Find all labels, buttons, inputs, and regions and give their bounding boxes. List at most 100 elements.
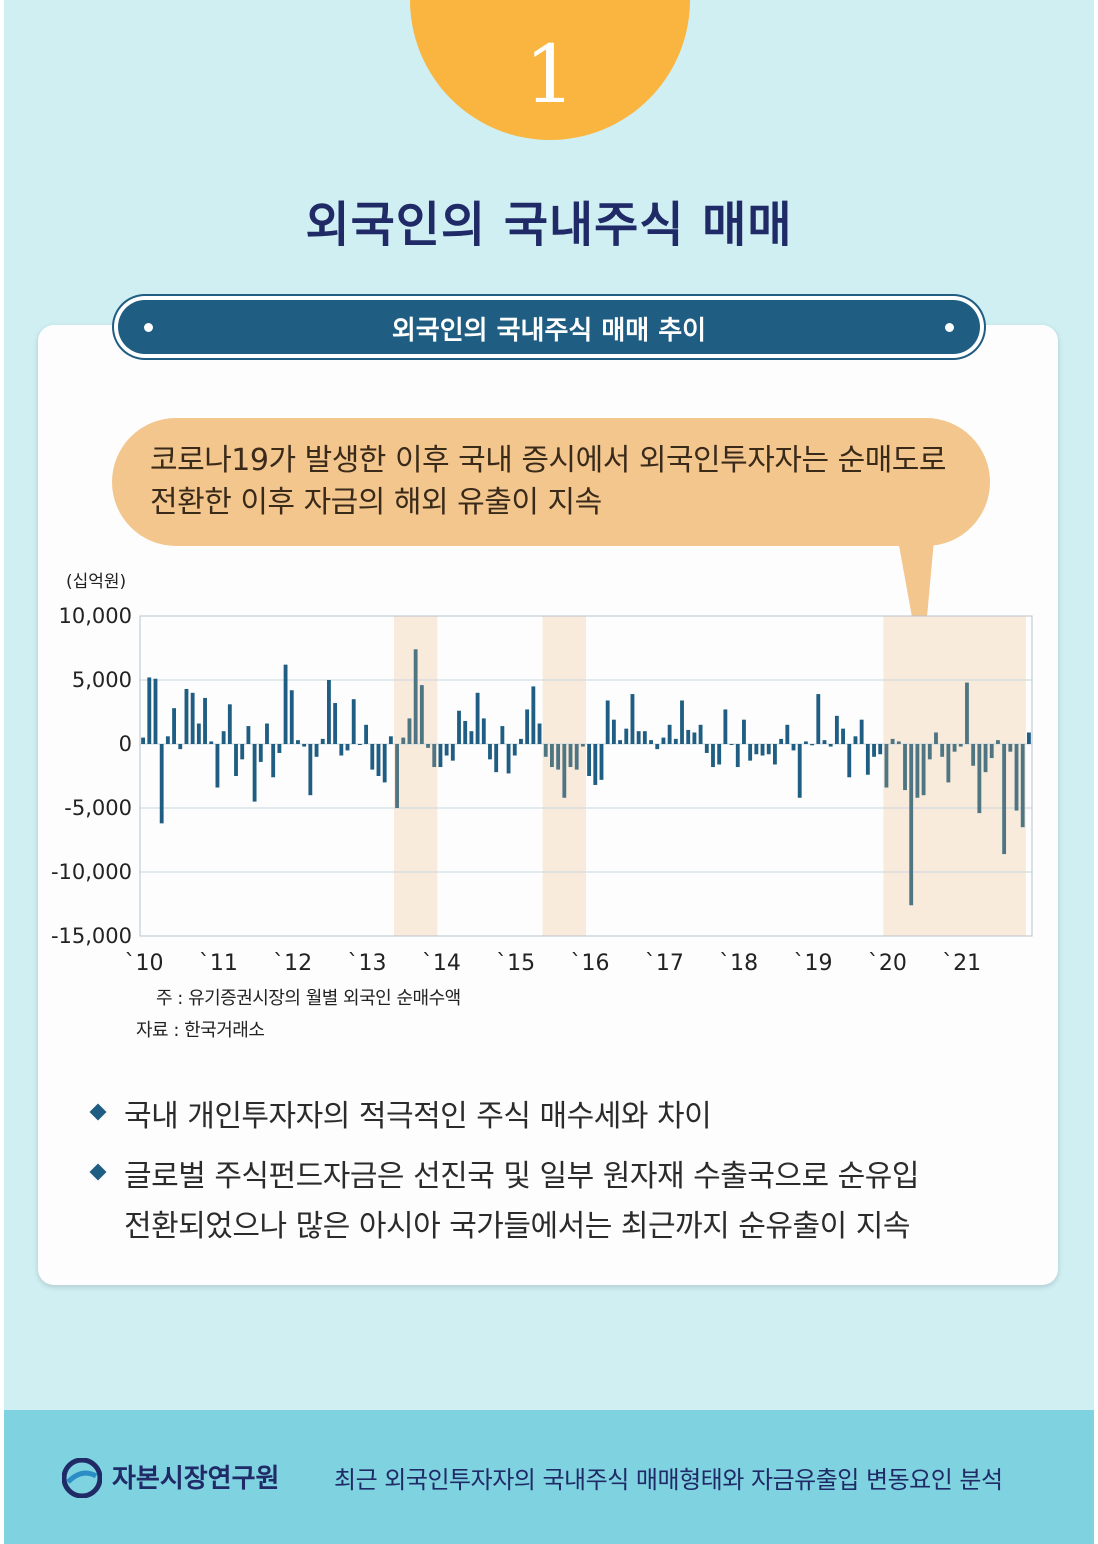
bar: [153, 678, 158, 744]
bar: [438, 744, 443, 768]
bar: [896, 741, 901, 744]
bar: [655, 744, 660, 750]
bar: [506, 744, 511, 774]
bar: [382, 744, 387, 783]
bar: [983, 744, 988, 773]
bar: [172, 708, 176, 744]
bar: [940, 744, 945, 757]
bar: [512, 744, 517, 756]
bar: [221, 731, 226, 744]
bar: [599, 744, 604, 780]
callout-line-1: 코로나19가 발생한 이후 국내 증시에서 외국인투자자는 순매도로: [150, 443, 947, 478]
section-number: 1: [524, 28, 576, 121]
bar: [1008, 744, 1013, 752]
banner-dot-left: [144, 323, 153, 332]
bar: [469, 731, 474, 744]
bar: [785, 724, 790, 744]
bar: [680, 700, 684, 744]
bar: [605, 700, 610, 744]
bullet-text-1: 국내 개인투자자의 적극적인 주식 매수세와 차이: [124, 1092, 944, 1142]
bar: [395, 744, 399, 808]
bar: [463, 720, 468, 744]
chart-title-banner: 외국인의 국내주식 매매 추이: [118, 300, 980, 354]
bar: [159, 744, 164, 824]
bar: [692, 732, 697, 744]
bar: [965, 682, 969, 744]
y-tick-label: -5,000: [64, 796, 132, 820]
bar: [184, 688, 189, 744]
bar: [426, 744, 430, 748]
bar: [729, 744, 734, 745]
bar: [927, 744, 932, 760]
bar: [246, 726, 251, 744]
bar: [580, 744, 585, 747]
bar: [357, 744, 362, 745]
bar: [450, 744, 455, 761]
bar: [810, 744, 815, 746]
x-tick-label: `11: [199, 951, 238, 976]
x-axis-ticks: `10 `11 `12 `13 `14 `15 `16 `17 `18 `19 `20 `21: [125, 951, 982, 976]
bar: [593, 744, 598, 785]
y-tick-label: 10,000: [59, 604, 132, 628]
bar: [562, 744, 567, 798]
bar: [407, 718, 412, 744]
bar: [723, 709, 728, 744]
bullet-1-line-1: 국내 개인투자자의 적극적인 주식 매수세와 차이: [124, 1099, 712, 1134]
bar: [766, 744, 771, 755]
bar: [872, 744, 876, 757]
bar: [611, 719, 616, 744]
bar: [537, 723, 542, 744]
bar: [227, 704, 232, 744]
highlight-period-3: [883, 616, 1026, 936]
x-tick-label: `18: [719, 951, 758, 976]
bar: [971, 744, 976, 766]
bar: [388, 736, 393, 744]
y-axis-unit-label: (십억원): [66, 572, 126, 592]
bar: [661, 737, 666, 744]
bar: [333, 703, 338, 744]
bar: [934, 732, 938, 744]
bar: [1026, 732, 1031, 744]
bar: [865, 744, 870, 775]
bar: [735, 744, 740, 768]
bar: [649, 740, 653, 744]
x-tick-label: `14: [422, 951, 461, 976]
bar: [556, 744, 561, 770]
bar: [351, 699, 356, 744]
bar: [296, 740, 300, 744]
bar: [915, 744, 920, 798]
bar: [258, 744, 263, 762]
y-tick-label: -15,000: [51, 924, 132, 948]
bar: [834, 715, 839, 744]
y-axis-ticks: 10,000 5,000 0 -5,000 -10,000 -15,000: [51, 604, 132, 948]
highlight-shades: [393, 616, 1026, 936]
bar: [841, 728, 845, 744]
x-tick-label: `15: [496, 951, 535, 976]
bar: [308, 744, 313, 796]
bar: [370, 744, 375, 770]
footer: 자본시장연구원 최근 외국인투자자의 국내주식 매매형태와 자금유출입 변동요인…: [4, 1410, 1094, 1544]
bar: [283, 664, 288, 744]
bar: [803, 741, 808, 744]
y-tick-label: 0: [119, 732, 132, 756]
bar: [190, 692, 195, 744]
bar: [618, 740, 622, 744]
bar: [958, 744, 963, 747]
bar: [147, 677, 152, 744]
callout-text: 코로나19가 발생한 이후 국내 증시에서 외국인투자자는 순매도로 전환한 이…: [150, 440, 960, 524]
bar: [828, 744, 833, 747]
bar: [903, 744, 907, 791]
kcmi-logo-icon: [62, 1458, 102, 1498]
bar: [630, 694, 635, 744]
bar: [742, 719, 746, 744]
bar: [816, 694, 821, 744]
bar: [673, 738, 678, 744]
bar: [574, 744, 579, 770]
bar: [432, 744, 437, 768]
bar: [519, 738, 523, 744]
bar: [853, 736, 858, 744]
bar: [209, 741, 214, 744]
bar: [748, 744, 753, 761]
bar: [289, 690, 294, 744]
